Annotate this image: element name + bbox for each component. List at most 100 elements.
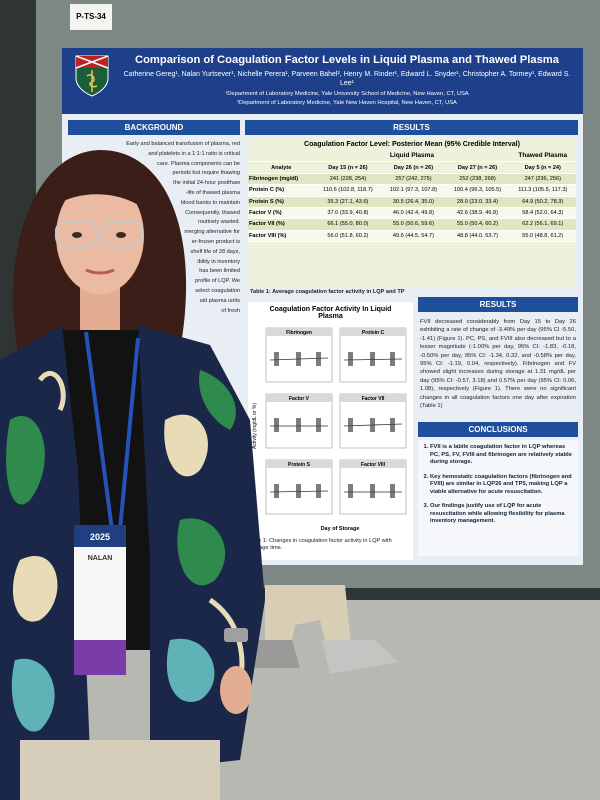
dot-cluster <box>390 352 395 366</box>
dot-cluster <box>390 484 395 498</box>
section-heading: BACKGROUND <box>68 120 240 135</box>
table-cell: Fibrinogen (mg/dl) <box>248 173 315 186</box>
table-cell: 55.0 (50.4, 60.2) <box>445 218 510 231</box>
table-cell: 49.6 (44.5, 54.7) <box>381 230 446 243</box>
section-heading: RESULTS <box>245 120 578 135</box>
dot-cluster <box>390 418 395 432</box>
column-header: Day 26 (n = 26) <box>381 161 446 174</box>
figure-panel: Coagulation Factor Activity In Liquid Pl… <box>248 302 413 560</box>
panel-title: Factor V <box>289 396 310 402</box>
dot-cluster <box>370 484 375 498</box>
table-cell: 35.3 (27.1, 43.6) <box>314 196 382 208</box>
table-cell: 111.3 (105.5, 117.3) <box>509 184 576 197</box>
background-text: Early and balanced transfusion of plasma… <box>68 140 240 316</box>
figure-caption: gure 1: Changes in coagulation factor ac… <box>250 538 392 551</box>
panel-title: Factor VII <box>362 396 385 402</box>
results-table: Liquid Plasma Thawed Plasma Analyte Day 15 … <box>248 150 576 243</box>
dot-cluster <box>370 352 375 366</box>
dot-cluster <box>296 352 301 366</box>
background-line: periods but require thawing <box>172 170 240 177</box>
table-cell: 42.6 (38.9, 46.8) <box>445 207 510 220</box>
dot-cluster <box>316 352 321 366</box>
table-group-row: Liquid Plasma Thawed Plasma <box>248 150 576 163</box>
table-cell: 56.0 (51.8, 60.2) <box>314 230 382 243</box>
background-line: shelf life of 28 days, <box>190 248 240 255</box>
table-cell: Protein S (%) <box>248 196 315 208</box>
table-cell: 257 (242, 275) <box>381 173 446 186</box>
dot-cluster <box>274 484 279 498</box>
table-title: Coagulation Factor Level: Posterior Mean… <box>304 141 520 148</box>
panel-title: Fibrinogen <box>286 330 312 336</box>
dot-cluster <box>348 418 353 432</box>
background-line: profile of LQP. We <box>195 278 240 285</box>
dot-cluster <box>348 484 353 498</box>
panel-strip <box>340 460 406 468</box>
affiliation: ²Department of Laboratory Medicine, Yale… <box>237 100 457 106</box>
table-header-row: Analyte Day 15 (n = 26) Day 26 (n = 26) Day… <box>248 161 576 174</box>
table-cell: 110.6 (102.8, 118.7) <box>314 184 382 197</box>
column-header: Day 15 (n = 26) <box>314 161 382 174</box>
table-cell: 66.1 (55.0, 80.0) <box>314 218 382 231</box>
table-cell: 252 (238, 268) <box>445 173 510 186</box>
conclusion-item: Our findings justify use of LQP for acut… <box>430 503 574 526</box>
table-cell: Protein C (%) <box>248 184 315 197</box>
background-line: -life of thawed plasma <box>185 189 240 196</box>
panel-title: Protein C <box>362 330 385 336</box>
table-panel: Coagulation Factor Level: Posterior Mean… <box>248 138 576 288</box>
background-line: select coagulation <box>195 287 240 294</box>
affiliation: ¹Department of Laboratory Medicine, Yale… <box>225 91 469 97</box>
x-axis-label: Day of Storage <box>321 526 360 532</box>
group-header: Liquid Plasma <box>314 150 510 163</box>
badge-year: 2025 <box>90 532 110 542</box>
conclusions-list: FVII is a labile coagulation factor in L… <box>418 440 578 526</box>
poster-authors: Catherine Gereg¹, Nalan Yurtsever¹, Nich… <box>123 71 571 87</box>
panel-strip <box>340 394 406 402</box>
panel-strip <box>266 394 332 402</box>
column-header: Day 5 (n = 24) <box>509 161 576 174</box>
background-line: care. Plasma components can be <box>156 160 240 167</box>
dot-cluster <box>296 418 301 432</box>
table-caption: Table 1: Average coagulation factor acti… <box>250 289 405 295</box>
background-line: merging alternative for <box>184 229 240 236</box>
background-line: of fresh <box>221 307 240 314</box>
table-cell: 55.0 (48.8, 61.2) <box>509 230 576 243</box>
table-row: Factor VII (%) 66.1 (55.0, 80.0) 55.0 (50.… <box>248 218 576 231</box>
table-cell: Factor VIII (%) <box>248 230 315 243</box>
table-cell <box>248 150 315 163</box>
dot-cluster <box>370 418 375 432</box>
background-line: ibility in inventory <box>197 258 240 265</box>
table-cell: 55.0 (50.6, 59.6) <box>381 218 446 231</box>
column-header: Analyte <box>248 161 315 174</box>
table-cell: 102.1 (97.3, 107.8) <box>381 184 446 197</box>
panel-strip <box>266 328 332 336</box>
dot-cluster <box>274 352 279 366</box>
results-text: FVII decreased considerably from Day 15 … <box>420 319 576 410</box>
background-line: uid plasma units <box>199 297 240 304</box>
table-cell: 28.0 (23.0, 33.4) <box>445 196 510 208</box>
conclusion-item: Key hemostatic coagulation factors (fibr… <box>430 474 574 497</box>
background-line: Early and balanced transfusion of plasma… <box>126 141 240 147</box>
university-shield <box>75 55 109 97</box>
dot-cluster <box>296 484 301 498</box>
poster-header <box>62 48 583 114</box>
dot-cluster <box>348 352 353 366</box>
table-row: Factor VIII (%) 56.0 (51.8, 60.2) 49.6 (44… <box>248 230 576 243</box>
panel-title: Protein S <box>288 462 311 468</box>
section-heading: RESULTS <box>418 297 578 312</box>
table-cell: 37.0 (33.9, 40.8) <box>314 207 382 220</box>
table-cell: 62.2 (56.1, 69.1) <box>509 218 576 231</box>
panel-strip <box>340 328 406 336</box>
group-header: Thawed Plasma <box>509 150 576 163</box>
conclusions-panel: FVII is a labile coagulation factor in L… <box>418 440 578 556</box>
background-line: the initial 24-hour postthaw <box>173 180 240 187</box>
background-line: er-frozen product is <box>191 238 240 245</box>
section-heading: CONCLUSIONS <box>418 422 578 437</box>
table-cell: 30.5 (26.4, 35.0) <box>381 196 446 208</box>
table-row: Fibrinogen (mg/dl) 241 (228, 254) 257 (242… <box>248 173 576 186</box>
figure-title: Coagulation Factor Activity In Liquid Pl… <box>269 306 392 320</box>
badge-name: NALAN <box>88 555 113 562</box>
poster-title: Comparison of Coagulation Factor Levels … <box>135 54 559 66</box>
dot-cluster <box>316 418 321 432</box>
